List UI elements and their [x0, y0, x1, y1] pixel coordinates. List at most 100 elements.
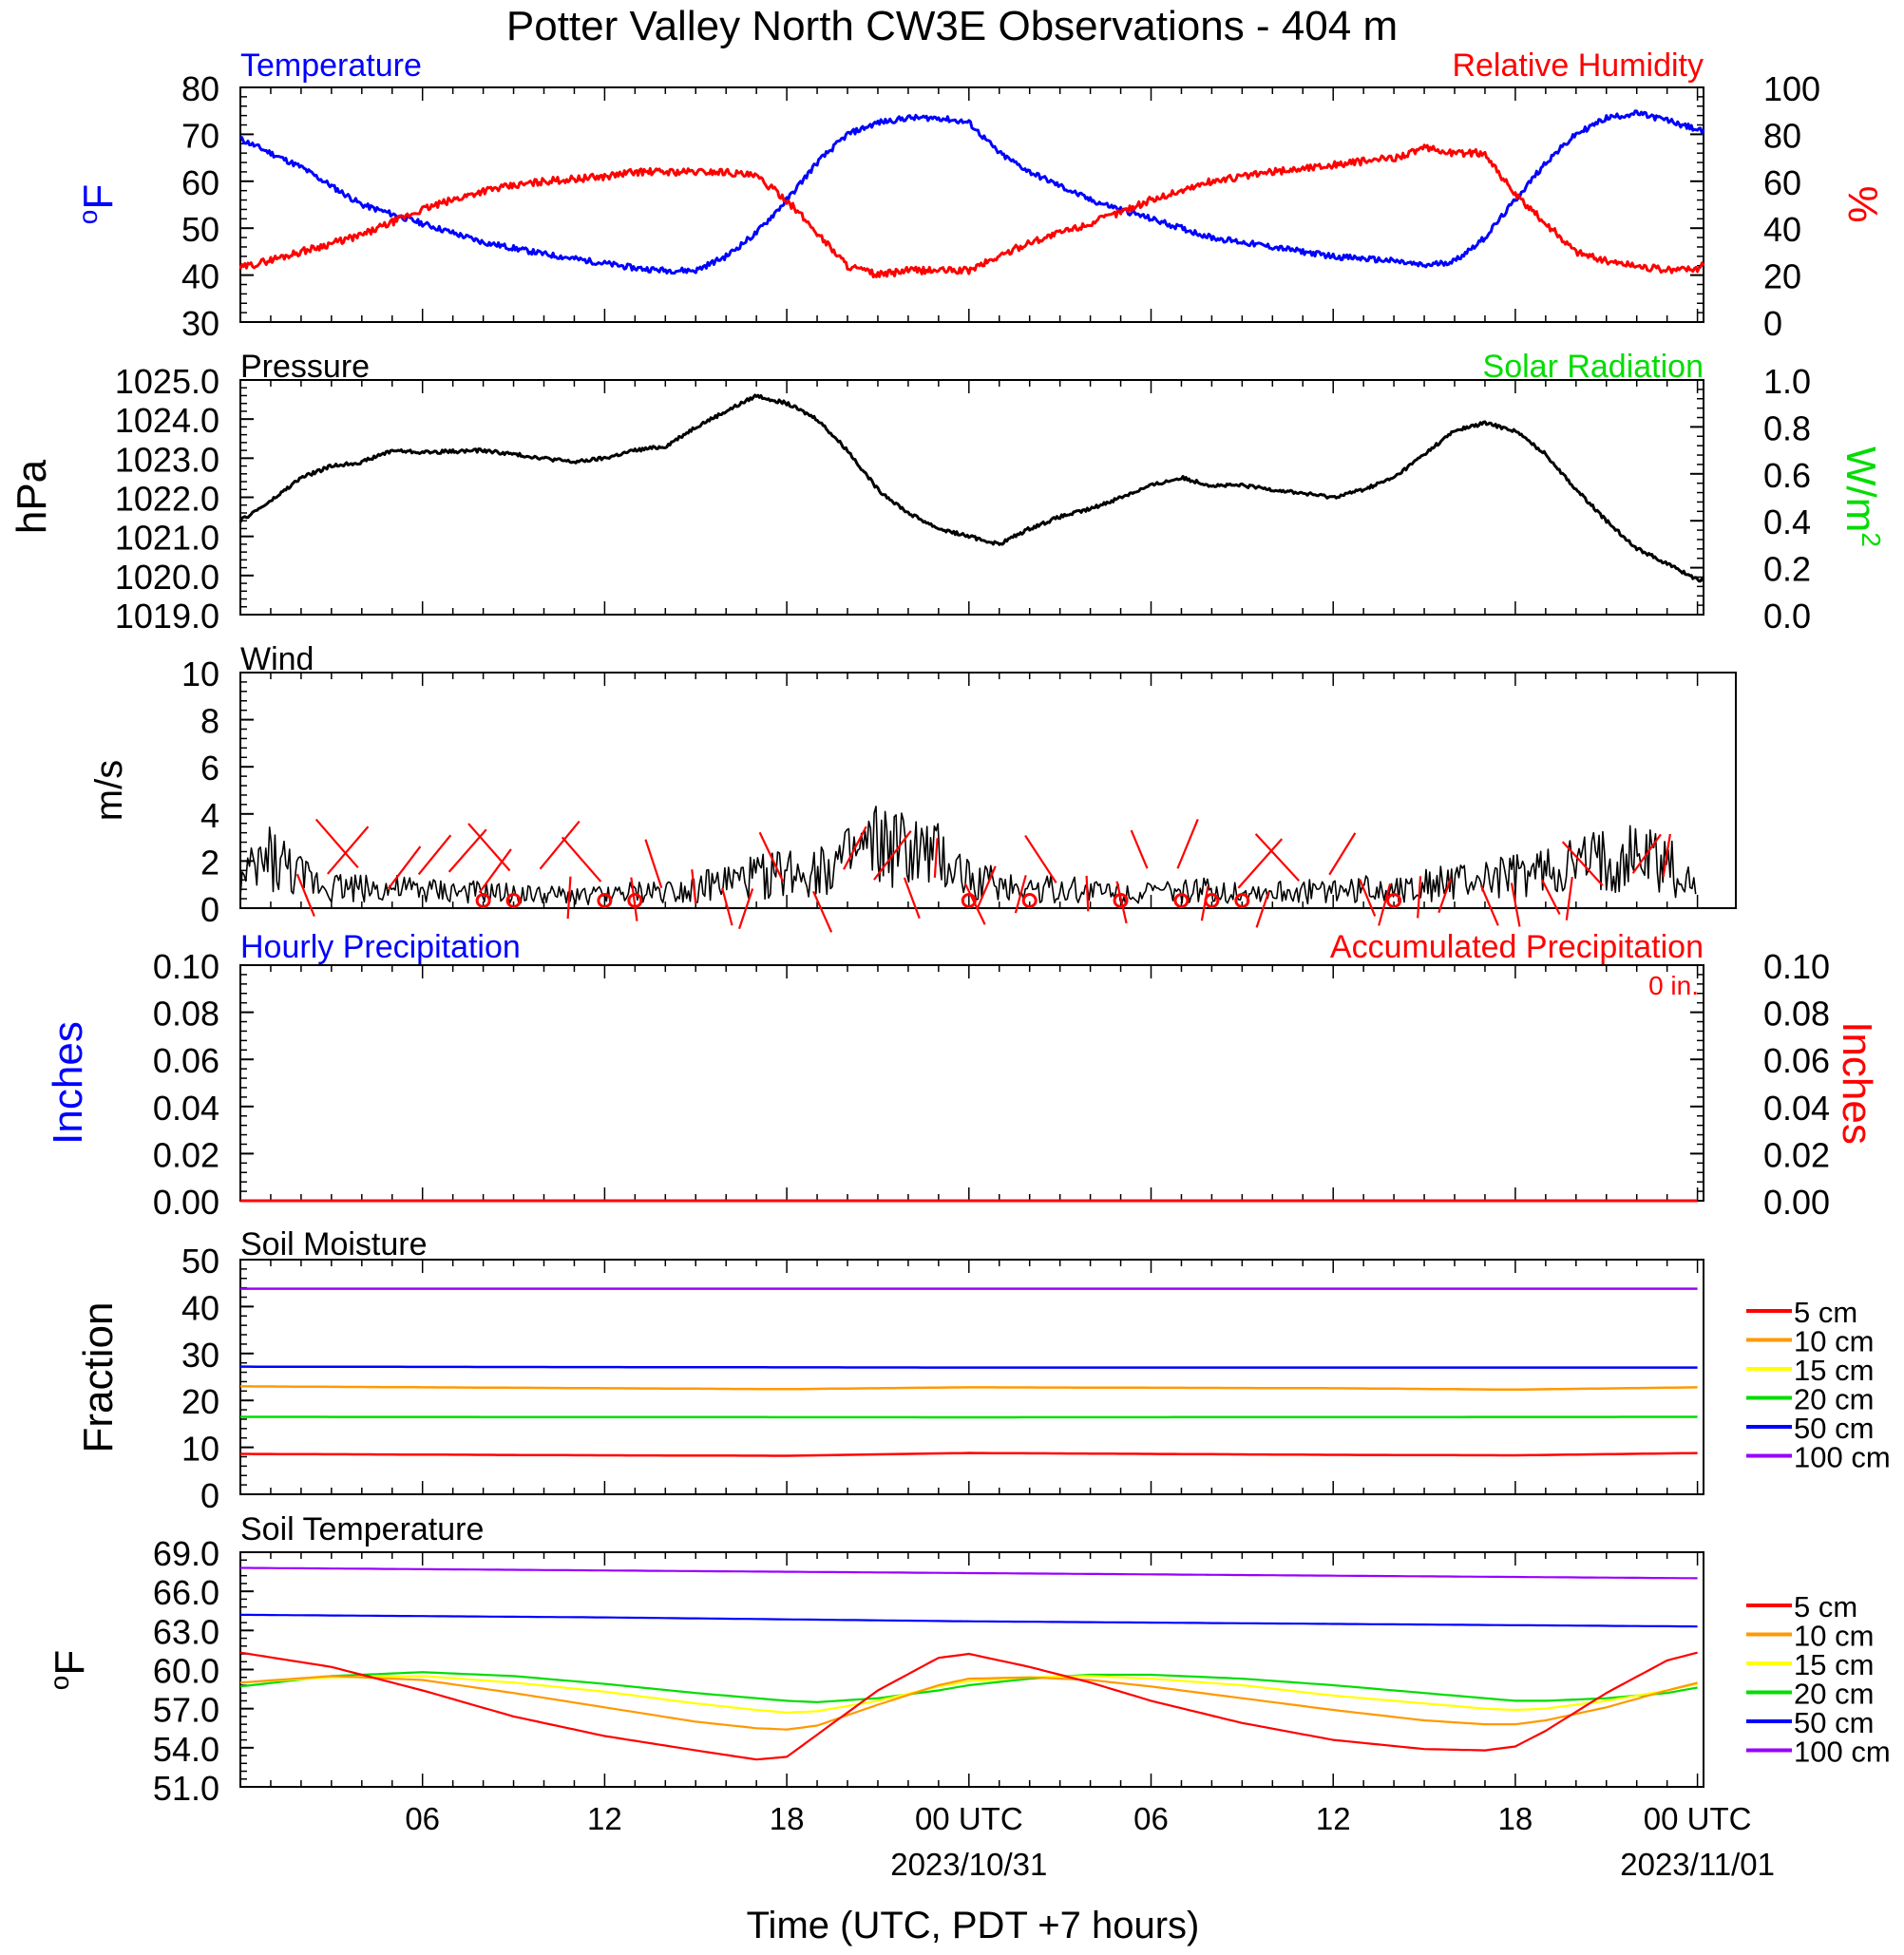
y-right-tick-label: 0.08: [1763, 995, 1830, 1034]
y-tick-label: 6: [200, 749, 219, 788]
wind-barb: [1328, 832, 1357, 876]
wind-barb: [1662, 833, 1671, 878]
y-tick-label: 66.0: [153, 1573, 219, 1612]
calm-marker: [1234, 893, 1250, 908]
x-tick-label: 06: [405, 1801, 440, 1836]
x-tick-label: 12: [587, 1801, 622, 1836]
wind-barb: [1561, 841, 1604, 886]
wind-barb: [1565, 876, 1573, 921]
wind-barb: [721, 887, 733, 926]
y-tick-label: 10: [181, 655, 219, 693]
y-tick-label: 0.08: [153, 995, 219, 1034]
y-right-tick-label: 100: [1763, 69, 1820, 108]
calm-marker: [475, 893, 491, 908]
wind-barb: [295, 873, 315, 917]
x-tick-label: 18: [1498, 1801, 1533, 1836]
y-tick-label: 50: [181, 210, 219, 249]
wind-barb: [873, 830, 912, 881]
humidity-title: Relative Humidity: [1452, 47, 1704, 84]
y-right-tick-label: 40: [1763, 210, 1801, 249]
wind-barb: [644, 839, 663, 889]
wind-barb: [314, 818, 359, 869]
y-right-tick-label: 60: [1763, 163, 1801, 202]
wind-barb: [561, 836, 602, 883]
pressure-line: [238, 393, 1705, 583]
calm-marker: [961, 893, 977, 908]
soil-moisture-legend-label: 15 cm: [1794, 1354, 1874, 1387]
chart-title: Potter Valley North CW3E Observations - …: [506, 3, 1398, 49]
pressure-unit: hPa: [9, 459, 55, 534]
panel-temperature-humidity: 80 70 60 50 40 30 100 80 60 40 20 0 Temperature Relat…: [73, 47, 1886, 343]
x-date-label: 2023/10/31: [890, 1847, 1047, 1882]
wind-barb: [1115, 881, 1128, 924]
y-tick-label: 60: [181, 163, 219, 202]
wind-barb: [933, 838, 939, 878]
y-tick-label: 8: [200, 702, 219, 741]
y-tick-label: 50: [181, 1242, 219, 1281]
x-date-label: 2023/11/01: [1620, 1847, 1775, 1882]
y-tick-label: 1019.0: [115, 597, 219, 636]
accum-precip-total: 0 in.: [1648, 971, 1699, 1000]
y-tick-label: 0: [200, 1476, 219, 1515]
panel-wind: 10 8 6 4 2 0 Wind m/s: [88, 641, 1737, 933]
soil-moisture-legend-label: 10 cm: [1794, 1325, 1874, 1358]
y-tick-label: 1022.0: [115, 480, 219, 519]
wind-barb: [976, 865, 997, 910]
soil-moisture-unit: Fraction: [75, 1302, 122, 1453]
wind-barb: [478, 848, 512, 894]
wind-barb: [1359, 879, 1377, 917]
soil-temp-title: Soil Temperature: [240, 1511, 484, 1547]
wind-barb: [1417, 876, 1422, 919]
wind-barb: [1479, 884, 1499, 926]
soil-moisture-line: [240, 1415, 1698, 1419]
soil-moisture-legend-label: 5 cm: [1794, 1296, 1857, 1329]
soil-temp-legend-label: 20 cm: [1794, 1678, 1874, 1711]
temperature-unit: oF: [73, 184, 122, 224]
wind-barb: [327, 826, 370, 875]
y-tick-label: 60.0: [153, 1652, 219, 1691]
degree-sign: o: [45, 1676, 74, 1691]
wind-barb: [1510, 883, 1521, 927]
soil-moisture-legend-label: 100 cm: [1794, 1441, 1891, 1474]
wind-barb: [1540, 879, 1561, 915]
wind-barb: [417, 834, 452, 876]
y-right-tick-label: 0.04: [1763, 1089, 1830, 1128]
y-tick-label: 20: [181, 1382, 219, 1421]
y-tick-label: 80: [181, 69, 219, 108]
panel-soil-temperature: 69.066.063.060.057.054.051.0 Soil Tempera…: [45, 1511, 1891, 1808]
y-right-tick-label: 0.06: [1763, 1041, 1830, 1080]
soil-moisture-line: [240, 1385, 1698, 1392]
calm-marker: [1386, 893, 1402, 908]
x-tick-label: 00 UTC: [915, 1801, 1023, 1836]
y-right-tick-label: 0.6: [1763, 456, 1811, 495]
wind-barb: [387, 845, 422, 890]
y-right-tick-label: 0.8: [1763, 408, 1811, 447]
wind-barb: [1130, 829, 1149, 869]
calm-marker: [1173, 893, 1190, 908]
wind-barb: [539, 820, 581, 870]
soil-temp-line: [240, 1613, 1698, 1628]
pressure-title: Pressure: [240, 349, 370, 385]
wind-speed-line: [239, 806, 1697, 906]
y-right-tick-label: 20: [1763, 257, 1801, 296]
soil-moisture-legend-label: 50 cm: [1794, 1412, 1874, 1445]
soil-temp-unit: oF: [45, 1650, 93, 1690]
precip-left-unit: Inches: [45, 1021, 91, 1145]
calm-marker: [1021, 893, 1038, 908]
y-tick-label: 1023.0: [115, 440, 219, 479]
hourly-precip-title: Hourly Precipitation: [240, 929, 521, 965]
wind-barb: [1014, 875, 1027, 914]
y-tick-label: 57.0: [153, 1691, 219, 1730]
soil-temp-legend-label: 50 cm: [1794, 1706, 1874, 1739]
y-tick-label: 1024.0: [115, 401, 219, 440]
y-tick-label: 30: [181, 304, 219, 343]
y-tick-label: 0: [200, 890, 219, 929]
wind-barb: [812, 890, 833, 933]
y-right-tick-label: 0: [1763, 304, 1782, 343]
y-right-tick-label: 0.02: [1763, 1135, 1830, 1174]
y-right-tick-label: 80: [1763, 116, 1801, 155]
soil-temp-line: [239, 1675, 1698, 1731]
y-right-tick-label: 0.0: [1763, 597, 1811, 636]
soil-moisture-title: Soil Moisture: [240, 1226, 428, 1262]
soil-moisture-legend-label: 20 cm: [1794, 1383, 1874, 1416]
